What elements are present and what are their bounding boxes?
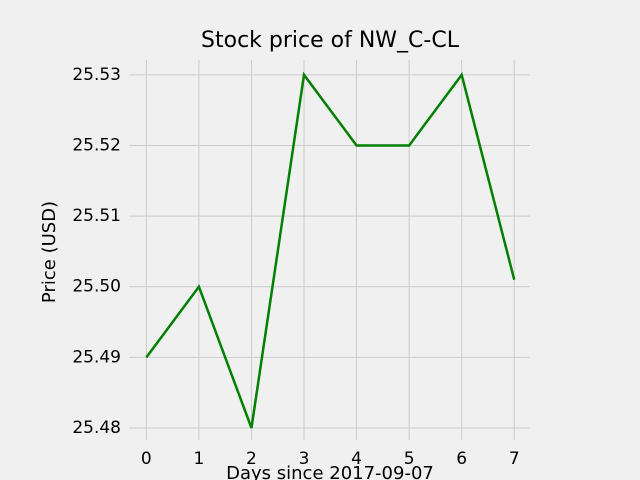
- y-tick-label: 25.50: [72, 277, 121, 297]
- line-series: [145, 71, 516, 429]
- chart-title: Stock price of NW_C-CL: [201, 28, 460, 53]
- x-tick-label: 2: [246, 449, 257, 469]
- y-tick-label: 25.51: [72, 206, 121, 226]
- y-tick-label: 25.49: [72, 347, 121, 367]
- y-axis-label: Price (USD): [39, 201, 60, 303]
- x-tick-label: 1: [193, 449, 204, 469]
- x-tick-label: 4: [351, 449, 362, 469]
- y-tick-label: 25.53: [72, 65, 121, 85]
- y-tick-label: 25.52: [72, 135, 121, 155]
- x-tick-label: 3: [299, 449, 310, 469]
- x-tick-label: 0: [141, 449, 152, 469]
- y-tick-label: 25.48: [72, 418, 121, 438]
- x-axis-label: Days since 2017-09-07: [226, 463, 434, 480]
- x-tick-label: 6: [456, 449, 467, 469]
- x-tick-label: 7: [509, 449, 520, 469]
- x-tick-label: 5: [404, 449, 415, 469]
